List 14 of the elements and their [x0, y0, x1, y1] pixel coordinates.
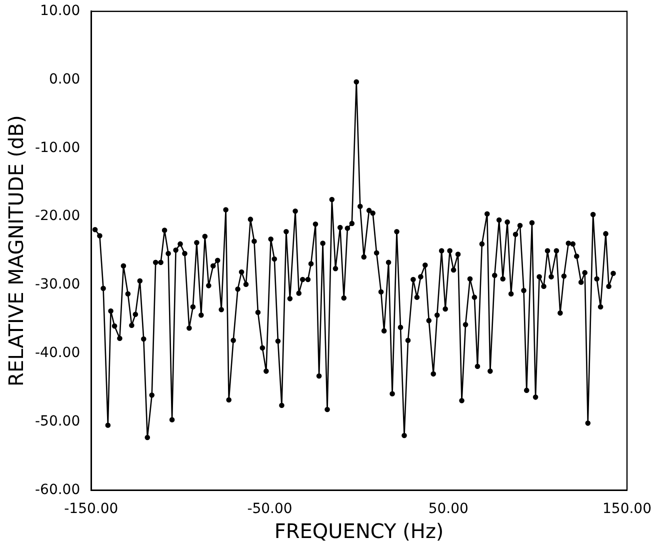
- y-tick-label: -30.00: [34, 276, 80, 293]
- y-tick-label: 10.00: [40, 3, 80, 20]
- x-tick-label: 150.00: [602, 501, 652, 518]
- x-tick-label: -50.00: [247, 501, 292, 518]
- y-tick-label: -60.00: [34, 482, 80, 498]
- y-tick-label: 0.00: [48, 71, 80, 88]
- y-tick-label: -50.00: [34, 413, 80, 430]
- x-tick-label: -150.00: [64, 501, 118, 518]
- y-tick-label: -10.00: [34, 140, 80, 156]
- y-tick-label: -20.00: [34, 208, 80, 224]
- x-tick-label: 50.00: [428, 501, 468, 518]
- y-axis-title: RELATIVE MAGNITUDE (dB): [4, 115, 28, 386]
- y-tick-label: -40.00: [34, 345, 80, 362]
- x-axis-title: FREQUENCY (Hz): [274, 519, 444, 544]
